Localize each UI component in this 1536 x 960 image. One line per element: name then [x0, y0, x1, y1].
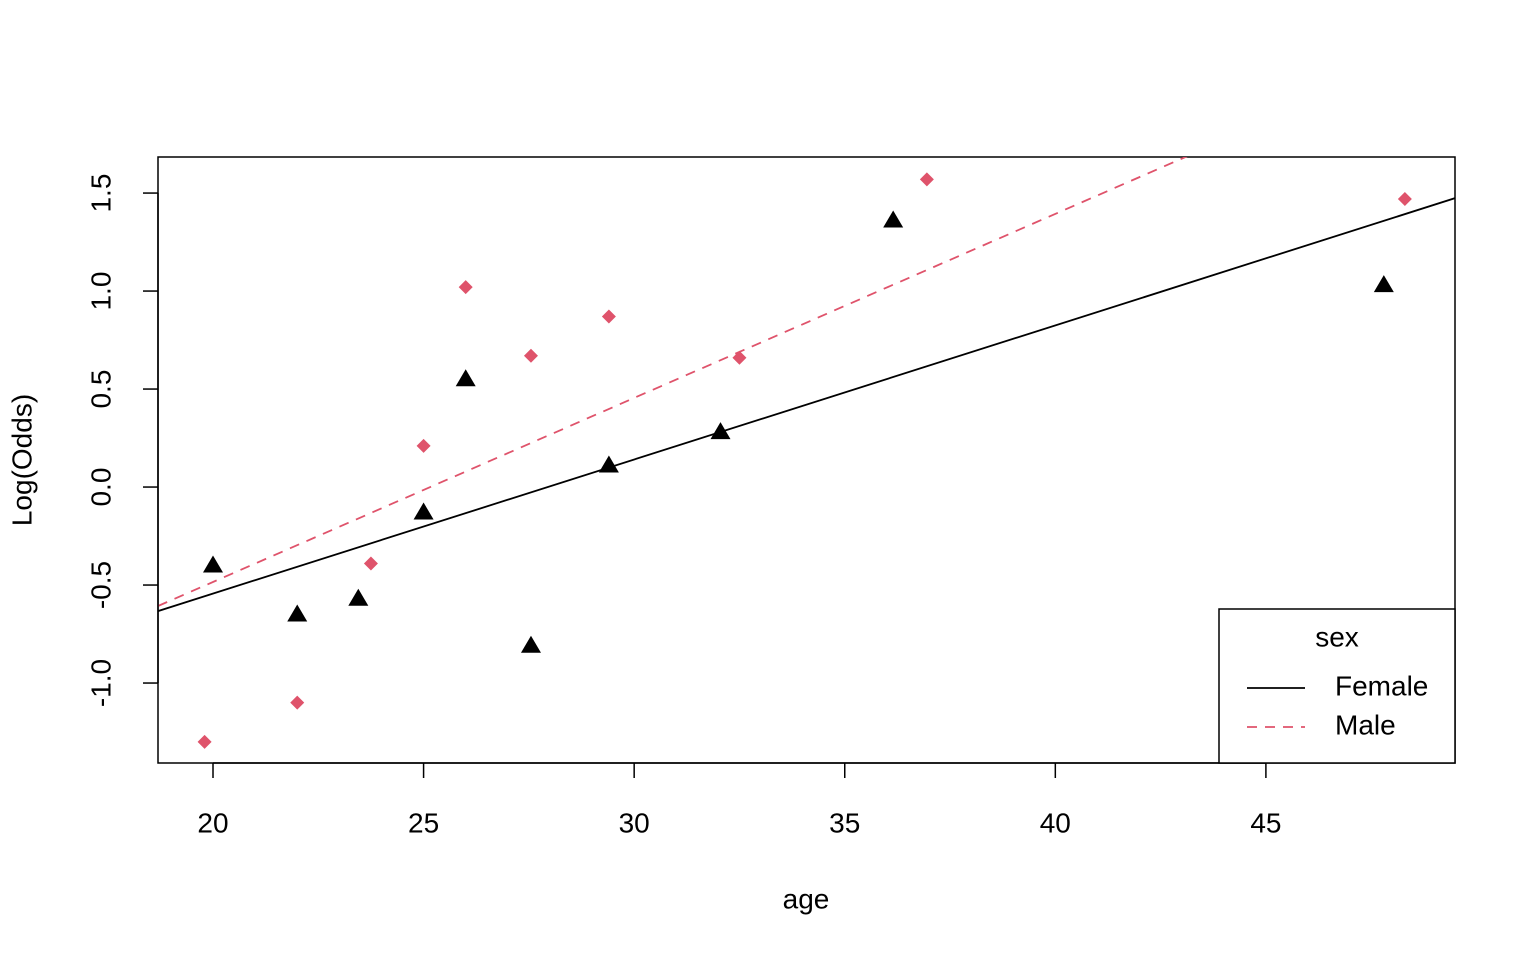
y-tick-label: 0.0: [85, 468, 116, 507]
y-tick-label: -1.0: [85, 659, 116, 707]
y-tick-label: -0.5: [85, 561, 116, 609]
point: [348, 588, 369, 606]
legend-box: [1218, 608, 1456, 764]
point: [601, 309, 616, 324]
point: [883, 210, 904, 228]
point: [523, 348, 538, 363]
x-tick-label: 30: [619, 807, 650, 838]
x-tick-label: 20: [197, 807, 228, 838]
point: [203, 555, 224, 573]
y-tick-label: 1.0: [85, 272, 116, 311]
point: [363, 556, 378, 571]
y-tick-label: 0.5: [85, 370, 116, 409]
point: [710, 422, 731, 440]
point: [598, 455, 619, 473]
point: [732, 350, 747, 365]
point: [1397, 191, 1412, 206]
x-tick-label: 35: [829, 807, 860, 838]
point: [520, 635, 541, 653]
point: [919, 172, 934, 187]
point: [413, 502, 434, 520]
point: [455, 369, 476, 387]
point: [458, 280, 473, 295]
point: [197, 734, 212, 749]
x-axis-label: age: [783, 883, 830, 914]
point: [416, 438, 431, 453]
x-tick-label: 40: [1040, 807, 1071, 838]
plot-area: [158, 157, 1455, 749]
point: [290, 695, 305, 710]
legend-label: Male: [1335, 709, 1396, 740]
y-tick-label: 1.5: [85, 174, 116, 213]
x-tick-label: 25: [408, 807, 439, 838]
fit-line: [158, 197, 1455, 612]
x-tick-label: 45: [1250, 807, 1281, 838]
fit-line: [158, 157, 1188, 607]
legend-title: sex: [1315, 621, 1359, 652]
point: [1373, 275, 1394, 293]
y-axis-label: Log(Odds): [6, 394, 37, 526]
legend-label: Female: [1335, 670, 1428, 701]
point: [287, 604, 308, 622]
